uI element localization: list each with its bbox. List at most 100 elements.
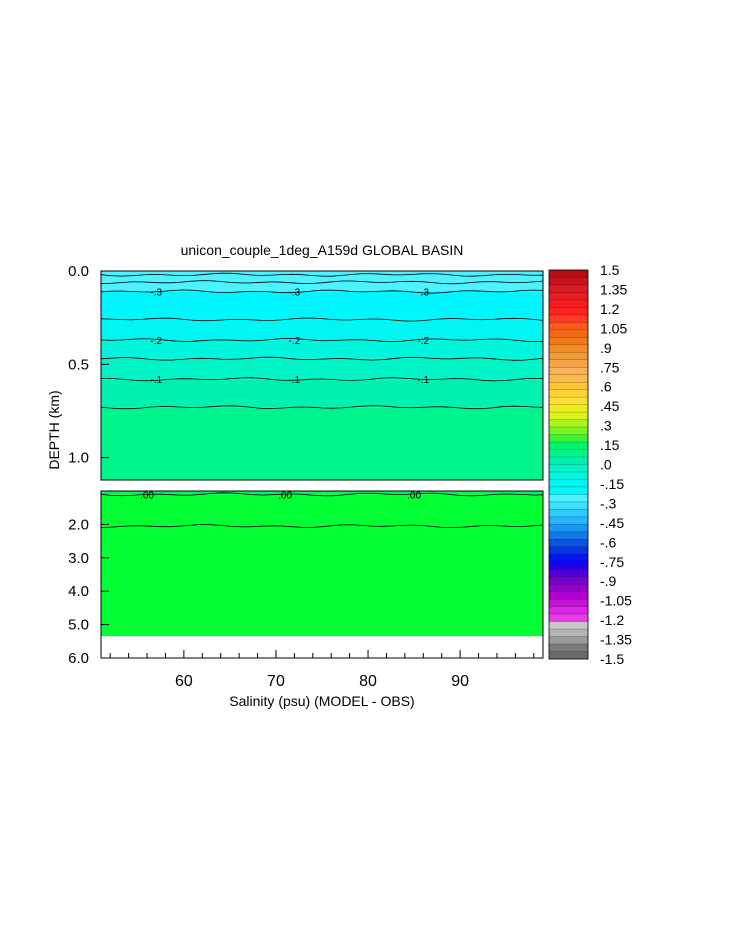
colorbar-swatch — [549, 614, 588, 622]
colorbar-label: -.6 — [600, 534, 617, 550]
y-tick-label: 0.0 — [68, 263, 89, 280]
contour-band — [101, 319, 543, 341]
contour-label: -.2 — [150, 336, 162, 347]
contour-band — [101, 494, 543, 637]
contour-band — [101, 358, 543, 380]
colorbar-swatch — [549, 531, 588, 540]
colorbar-swatch — [549, 374, 588, 383]
contour-label: .00 — [140, 490, 154, 501]
contour-label: .00 — [278, 490, 292, 501]
y-tick-label: 6.0 — [68, 650, 89, 667]
contour-label: -.2 — [289, 336, 301, 347]
colorbar-swatch — [549, 524, 588, 533]
colorbar-swatch — [549, 270, 588, 278]
colorbar-swatch — [549, 471, 588, 480]
colorbar-label: -1.05 — [600, 593, 632, 609]
colorbar-swatch — [549, 382, 588, 390]
contour-label: -.1 — [150, 375, 162, 386]
y-axis-label: DEPTH (km) — [46, 390, 62, 469]
contour-band — [101, 291, 543, 320]
colorbar-swatch — [549, 322, 588, 331]
colorbar-label: .6 — [600, 379, 612, 395]
colorbar-swatch — [549, 389, 588, 398]
colorbar-swatch — [549, 576, 588, 585]
contour-band — [101, 491, 543, 495]
colorbar-label: .9 — [600, 340, 612, 356]
colorbar-label: -1.35 — [600, 632, 632, 648]
colorbar-swatch — [549, 569, 588, 578]
colorbar-swatch — [549, 651, 588, 660]
colorbar-swatch — [549, 546, 588, 555]
colorbar-swatch — [549, 636, 588, 645]
colorbar-swatch — [549, 494, 588, 503]
colorbar-swatch — [549, 412, 588, 420]
colorbar-label: .3 — [600, 418, 612, 434]
colorbar-label: .45 — [600, 398, 620, 414]
colorbar-swatch — [549, 397, 588, 405]
colorbar-label: 1.2 — [600, 301, 620, 317]
colorbar-swatch — [549, 337, 588, 346]
panel-frame — [100, 490, 544, 659]
lower-panel: .00 .00 .00 2.0 3.0 4.0 5.0 6.0 — [68, 490, 544, 667]
y-tick-label: 4.0 — [68, 583, 89, 600]
colorbar-swatch — [549, 359, 588, 368]
contour-label: .00 — [407, 490, 421, 501]
colorbar-frame — [548, 269, 589, 660]
colorbar-swatch — [549, 464, 588, 473]
contour-line — [100, 405, 544, 410]
colorbar-swatch — [549, 314, 588, 323]
y-tick-label: 3.0 — [68, 550, 89, 567]
colorbar-swatch — [549, 591, 588, 600]
colorbar-swatch — [549, 419, 588, 428]
colorbar-label: 1.05 — [600, 320, 627, 336]
colorbar-swatch — [549, 277, 588, 286]
colorbar-swatch — [549, 644, 588, 652]
x-axis-ticks: 60 70 80 90 — [109, 650, 535, 690]
colorbar-label: -.45 — [600, 515, 624, 531]
x-tick-label: 90 — [451, 673, 469, 690]
contour-line — [100, 289, 544, 294]
contour-band — [101, 340, 543, 359]
contour-label: -.1 — [417, 375, 429, 386]
colorbar-swatch — [549, 554, 588, 563]
contour-label: -.2 — [417, 336, 429, 347]
colorbar: 1.5 1.35 1.2 1.05 .9 .75 .6 .45 .3 .15 .0 -.15 -.3 -.… — [548, 262, 632, 667]
contour-line — [100, 272, 544, 277]
contour-line — [101, 377, 544, 382]
colorbar-label: .0 — [600, 457, 612, 473]
colorbar-swatch — [549, 329, 588, 338]
colorbar-swatch — [549, 352, 588, 361]
colorbar-swatch — [549, 539, 588, 548]
x-tick-label: 80 — [359, 673, 377, 690]
contour-label: -.3 — [289, 288, 301, 299]
colorbar-swatch — [549, 501, 588, 510]
colorbar-swatch — [549, 404, 588, 413]
colorbar-swatch — [549, 621, 588, 630]
colorbar-swatch — [549, 284, 588, 293]
contour-band — [101, 271, 543, 292]
colorbar-swatch — [549, 442, 588, 450]
colorbar-swatch — [549, 599, 588, 607]
colorbar-swatch — [549, 509, 588, 518]
colorbar-swatch — [549, 292, 588, 301]
colorbar-label: -.3 — [600, 495, 617, 511]
no-data-region — [101, 636, 543, 658]
contour-label: -.1 — [289, 375, 301, 386]
contour-line — [100, 317, 544, 322]
contour-line — [100, 524, 544, 529]
colorbar-label: -.75 — [600, 554, 624, 570]
colorbar-label: -1.5 — [600, 651, 624, 667]
contour-label: -.3 — [150, 288, 162, 299]
colorbar-swatch — [549, 367, 588, 376]
colorbar-swatch — [549, 561, 588, 570]
y-tick-label: 2.0 — [68, 516, 89, 533]
colorbar-swatch — [549, 344, 588, 353]
x-axis-label: Salinity (psu) (MODEL - OBS) — [229, 693, 414, 709]
colorbar-swatch — [549, 427, 588, 435]
contour-line — [100, 356, 544, 361]
colorbar-swatch — [549, 449, 588, 458]
contour-band — [101, 407, 543, 480]
y-tick-label: 1.0 — [68, 450, 89, 467]
colorbar-swatch — [549, 434, 588, 443]
chart-title: unicon_couple_1deg_A159d GLOBAL BASIN — [181, 242, 464, 258]
